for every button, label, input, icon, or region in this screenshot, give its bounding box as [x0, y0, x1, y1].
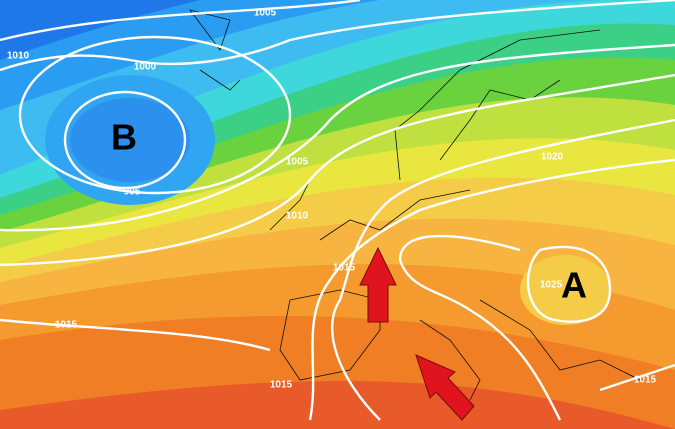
arrow: [359, 246, 397, 323]
isobar-labels: 1005 1010 1000 995 1005 1010 1015 1020 1…: [7, 8, 657, 391]
isobar-label: 1015: [634, 375, 657, 386]
isobar-label: 995: [124, 187, 141, 198]
isobar-label: 1015: [270, 380, 293, 391]
isobar-label: 1015: [333, 263, 356, 274]
isobar-label: 1010: [7, 51, 30, 62]
isobar-label: 1005: [254, 8, 277, 19]
arrow: [415, 354, 475, 421]
isobar-label: 1005: [286, 157, 309, 168]
flow-arrows: [359, 246, 475, 421]
low-pressure-center: B: [111, 117, 137, 158]
high-pressure-center: A: [561, 265, 587, 306]
isobar-label: 1020: [541, 152, 564, 163]
isobar-label: 1015: [55, 320, 78, 331]
coastlines: [189, 9, 641, 401]
isobar-label: 1000: [134, 62, 157, 73]
isobar-label: 1010: [286, 211, 309, 222]
isobar-label: 1025: [540, 280, 563, 291]
